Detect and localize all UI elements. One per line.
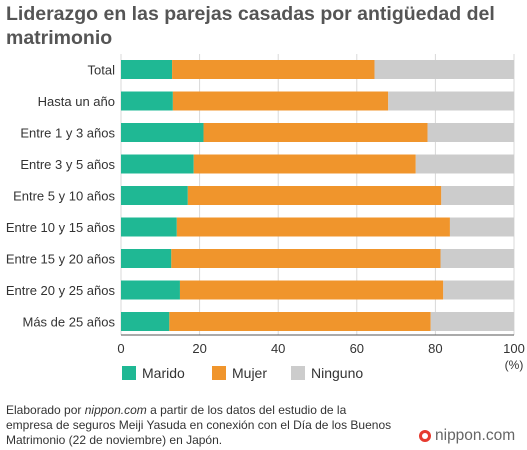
bar-marido-5 bbox=[121, 217, 177, 237]
bar-mujer-1 bbox=[172, 91, 389, 111]
x-tick-label: 20 bbox=[192, 341, 206, 356]
bars bbox=[121, 60, 514, 331]
bar-mujer-3 bbox=[193, 154, 416, 174]
stacked-bar-chart: Total Hasta un año Entre 1 y 3 años Entre 3… bbox=[6, 54, 525, 381]
legend-label-marido: Marido bbox=[142, 365, 185, 381]
legend-swatch-marido bbox=[122, 366, 136, 380]
x-axis-ticks: 0 20 40 60 80 100 (%) bbox=[117, 334, 525, 372]
category-label: Entre 10 y 15 años bbox=[6, 220, 116, 235]
source-rest: a partir de los datos del estudio de la … bbox=[6, 403, 392, 447]
bar-marido-0 bbox=[121, 60, 173, 79]
logo-circle-icon bbox=[419, 430, 431, 442]
bar-marido-6 bbox=[121, 249, 172, 268]
bar-ninguno-4 bbox=[441, 186, 514, 205]
bar-ninguno-7 bbox=[443, 280, 514, 300]
bar-mujer-5 bbox=[176, 217, 450, 237]
category-label: Más de 25 años bbox=[22, 315, 115, 330]
bar-ninguno-0 bbox=[374, 60, 514, 79]
bar-ninguno-6 bbox=[440, 249, 514, 268]
bar-marido-7 bbox=[121, 280, 180, 300]
x-tick-label: 100 bbox=[503, 341, 525, 356]
bar-marido-4 bbox=[121, 186, 188, 205]
x-unit-label: (%) bbox=[505, 358, 524, 372]
source-site: nippon.com bbox=[84, 403, 147, 417]
x-tick-label: 80 bbox=[428, 341, 442, 356]
logo-text: nippon.com bbox=[435, 427, 516, 444]
bar-marido-1 bbox=[121, 91, 173, 111]
bar-mujer-0 bbox=[172, 60, 375, 79]
bar-mujer-2 bbox=[203, 123, 428, 142]
bar-marido-2 bbox=[121, 123, 204, 142]
category-labels: Total Hasta un año Entre 1 y 3 años Entre 3… bbox=[6, 63, 116, 330]
source-prefix: Elaborado por bbox=[6, 403, 85, 417]
category-label: Entre 15 y 20 años bbox=[6, 252, 116, 267]
x-tick-label: 0 bbox=[117, 341, 124, 356]
bar-ninguno-2 bbox=[427, 123, 514, 142]
category-label: Entre 1 y 3 años bbox=[20, 126, 115, 141]
chart-title: Liderazgo en las parejas casadas por ant… bbox=[6, 3, 495, 49]
nippon-logo: nippon.com bbox=[419, 427, 515, 445]
category-label: Hasta un año bbox=[38, 94, 115, 109]
bar-mujer-4 bbox=[187, 186, 442, 205]
bar-ninguno-3 bbox=[415, 154, 514, 174]
x-tick-label: 60 bbox=[350, 341, 364, 356]
category-label: Entre 20 y 25 años bbox=[6, 283, 116, 298]
x-tick-label: 40 bbox=[271, 341, 285, 356]
legend-swatch-mujer bbox=[212, 366, 226, 380]
bar-ninguno-8 bbox=[430, 312, 514, 331]
legend-swatch-ninguno bbox=[291, 366, 305, 380]
bar-ninguno-5 bbox=[449, 217, 514, 237]
category-label: Entre 3 y 5 años bbox=[20, 157, 115, 172]
legend-label-ninguno: Ninguno bbox=[311, 365, 363, 381]
legend-label-mujer: Mujer bbox=[232, 365, 267, 381]
bar-marido-8 bbox=[121, 312, 170, 331]
legend: Marido Mujer Ninguno bbox=[122, 365, 363, 381]
bar-mujer-8 bbox=[169, 312, 431, 331]
category-label: Total bbox=[88, 63, 116, 78]
source-note: Elaborado por nippon.com a partir de los… bbox=[6, 403, 396, 448]
bar-marido-3 bbox=[121, 154, 194, 174]
bar-ninguno-1 bbox=[388, 91, 514, 111]
bar-mujer-6 bbox=[171, 249, 441, 268]
bar-mujer-7 bbox=[179, 280, 444, 300]
category-label: Entre 5 y 10 años bbox=[13, 189, 115, 204]
